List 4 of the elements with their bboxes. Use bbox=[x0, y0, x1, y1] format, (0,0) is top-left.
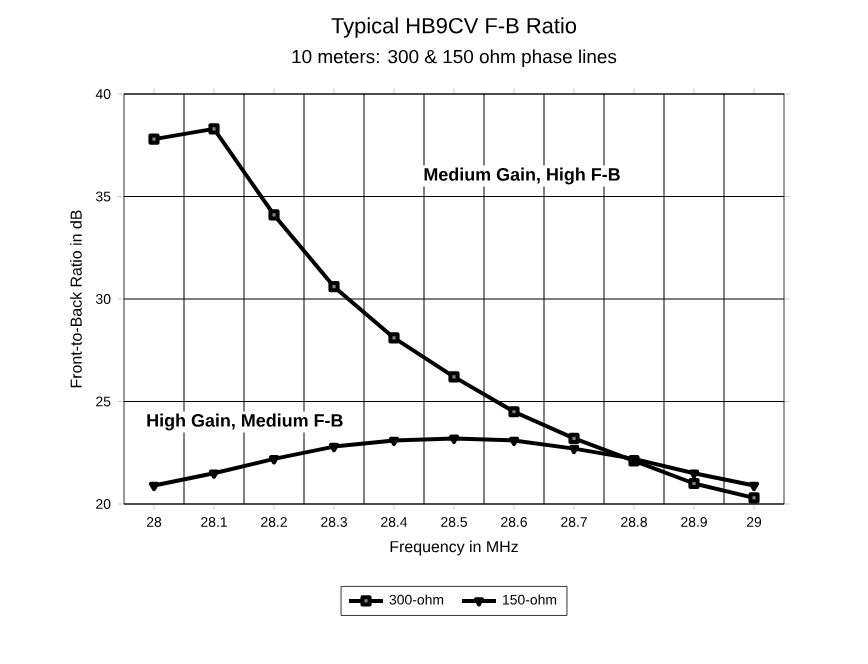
annotation: Medium Gain, High F-B bbox=[424, 167, 620, 185]
annotation: High Gain, Medium F-B bbox=[147, 413, 343, 431]
chart-subtitle: 10 meters: 300 & 150 ohm phase lines bbox=[292, 49, 617, 68]
chart-title: Typical HB9CV F-B Ratio bbox=[331, 17, 577, 38]
